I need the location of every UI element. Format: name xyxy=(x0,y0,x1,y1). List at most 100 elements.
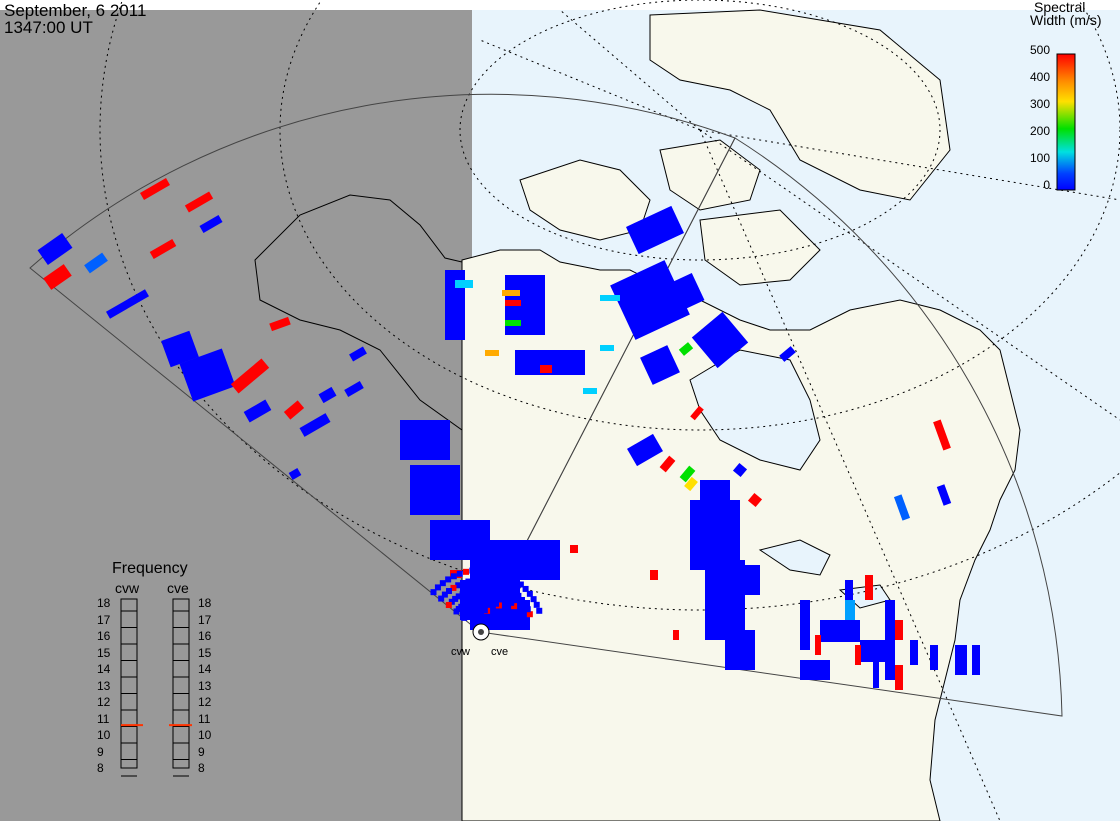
echo-cell xyxy=(243,399,272,423)
top-margin xyxy=(0,0,1120,10)
echo-cell xyxy=(445,602,452,609)
echo-cell xyxy=(493,590,500,597)
echo-cell xyxy=(895,665,903,690)
echo-cell xyxy=(517,614,524,621)
echo-cell xyxy=(299,413,331,437)
echo-cell xyxy=(486,598,493,605)
echo-cell xyxy=(283,400,305,420)
echo-cell xyxy=(515,592,522,599)
echo-cell xyxy=(497,591,504,598)
echo-cell xyxy=(800,600,810,650)
echo-cell xyxy=(475,567,482,574)
radar-label-cve: cve xyxy=(491,646,509,658)
echo-cell xyxy=(448,598,455,605)
echo-cell xyxy=(184,191,214,213)
colorbar-title-line1: Spectral xyxy=(1034,0,1086,15)
hudson-bay xyxy=(689,349,821,471)
echo-cell xyxy=(463,568,470,575)
echo-cell xyxy=(463,589,470,596)
echo-cell xyxy=(434,584,441,591)
echo-cell xyxy=(489,588,496,595)
frequency-tick-label: 15 xyxy=(97,645,111,660)
echo-cell xyxy=(526,590,533,597)
echo-cell xyxy=(489,599,496,606)
echo-cell xyxy=(583,388,597,394)
echo-cell xyxy=(626,205,684,255)
frequency-tick-label: 16 xyxy=(97,629,111,643)
echo-cell xyxy=(747,492,763,508)
frequency-tick-label: 11 xyxy=(198,711,211,726)
echo-cell xyxy=(517,581,524,588)
frequency-tick-label: 10 xyxy=(198,728,212,742)
echo-cell xyxy=(480,597,487,604)
echo-cell xyxy=(400,420,450,460)
radar-site-dot-icon xyxy=(478,629,484,635)
colorbar-tick: 300 xyxy=(1029,97,1050,111)
echo-cell xyxy=(610,260,690,340)
echo-cell xyxy=(570,545,578,553)
echo-cell xyxy=(800,660,830,680)
echo-cell xyxy=(972,645,980,675)
echo-cell xyxy=(779,346,796,362)
echo-cell xyxy=(460,580,467,587)
echo-cell xyxy=(679,465,696,483)
cve-gauge-label: cve xyxy=(167,580,189,596)
echo-cell xyxy=(820,620,860,642)
colorbar-tick: 400 xyxy=(1029,70,1050,84)
echo-cell xyxy=(469,567,476,574)
colorbar-tick: 500 xyxy=(1029,43,1050,57)
echo-cell xyxy=(344,381,364,397)
echo-cell xyxy=(526,611,533,618)
colorbar-tick: 200 xyxy=(1029,124,1050,138)
echo-cell xyxy=(410,465,460,515)
north-america-land xyxy=(461,249,1021,821)
echo-cell xyxy=(725,630,755,670)
echo-cell xyxy=(659,455,676,473)
echo-cell xyxy=(936,484,952,506)
echo-cell xyxy=(505,300,521,306)
echo-cell xyxy=(445,588,452,595)
echo-cell xyxy=(476,587,483,594)
echo-cell xyxy=(497,580,504,587)
echo-cell xyxy=(438,595,445,602)
echo-cell xyxy=(540,365,552,373)
echo-cell xyxy=(673,630,679,640)
echo-cell xyxy=(470,577,477,584)
echo-cell xyxy=(480,587,487,594)
echo-cell xyxy=(933,419,951,451)
night-terminator-region xyxy=(0,0,472,821)
echo-cell xyxy=(461,614,468,621)
echo-cell xyxy=(450,584,457,591)
echo-cell xyxy=(318,386,337,404)
echo-cell xyxy=(37,233,73,265)
echo-cell xyxy=(430,589,437,596)
arctic-islands xyxy=(519,139,821,286)
alaska-land xyxy=(254,194,463,431)
echo-cell xyxy=(600,295,620,301)
echo-cell xyxy=(149,239,177,259)
echo-cell xyxy=(895,620,903,640)
echo-cell xyxy=(684,476,698,492)
frequency-tick-label: 10 xyxy=(97,728,111,742)
echo-cell xyxy=(504,596,511,603)
echo-cell xyxy=(501,571,508,578)
frequency-tick-label: 17 xyxy=(198,612,212,627)
echo-cell xyxy=(690,405,704,421)
echo-cell xyxy=(441,591,448,598)
echo-cell xyxy=(860,640,890,662)
echo-cell xyxy=(508,618,515,625)
echo-cell xyxy=(467,598,474,605)
echo-cell xyxy=(640,345,680,385)
echo-cell xyxy=(518,596,525,603)
echo-cell xyxy=(930,645,938,670)
frequency-tick-label: 18 xyxy=(97,596,111,610)
frequency-tick-label: 12 xyxy=(97,695,111,709)
time-label: 1347:00 UT xyxy=(4,18,93,37)
echo-cell xyxy=(533,601,540,608)
spectral-width-colorbar xyxy=(1056,53,1076,191)
echo-cell xyxy=(511,603,518,610)
echo-cell xyxy=(485,587,492,594)
echo-cell xyxy=(445,576,452,583)
echo-cell xyxy=(450,573,457,580)
